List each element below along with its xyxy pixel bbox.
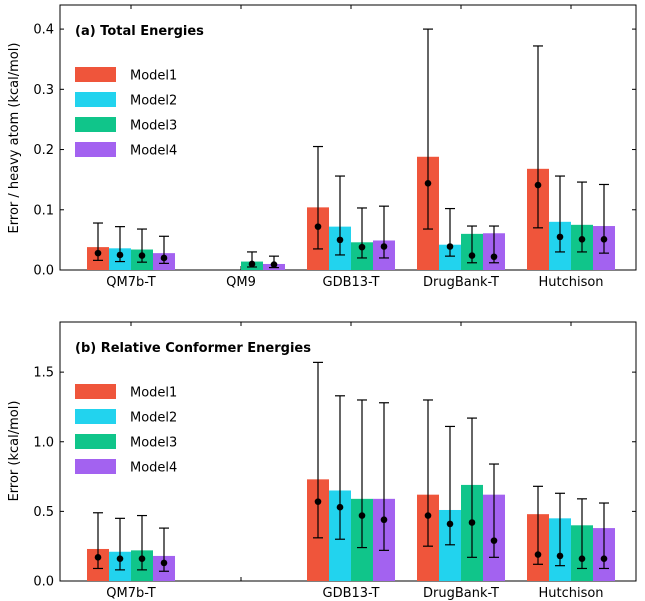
y-axis-title: Error / heavy atom (kcal/mol)	[7, 43, 22, 234]
median-marker	[600, 555, 608, 563]
median-marker	[468, 252, 476, 259]
y-tick-label: 0.2	[33, 143, 54, 158]
median-marker	[490, 537, 498, 544]
y-tick-label: 0.5	[33, 505, 54, 520]
bar	[439, 509, 461, 581]
legend-label: Model1	[130, 69, 177, 84]
median-marker	[116, 555, 124, 563]
x-category-label: Hutchison	[538, 586, 603, 601]
median-marker	[94, 249, 102, 257]
legend-swatch	[75, 434, 116, 449]
median-marker	[424, 512, 432, 519]
legend-swatch	[75, 459, 116, 474]
panel-title: (b) Relative Conformer Energies	[75, 341, 311, 356]
median-marker	[116, 251, 124, 259]
panel-title: (a) Total Energies	[75, 24, 204, 39]
median-marker	[270, 261, 278, 268]
x-category-label: QM7b-T	[106, 275, 155, 290]
median-marker	[446, 520, 454, 528]
median-marker	[358, 512, 366, 519]
legend-label: Model1	[130, 386, 177, 401]
median-marker	[336, 236, 344, 244]
legend-label: Model4	[130, 144, 177, 159]
median-marker	[578, 555, 586, 563]
chart-panel-a: 0.0 0.1 0.2 0.3 0.4 QM7b-T QM9 GDB13-T DrugBank-…	[7, 4, 637, 290]
legend-label: Model4	[130, 461, 177, 476]
median-marker	[578, 235, 586, 243]
median-marker	[138, 252, 146, 259]
median-marker	[314, 223, 322, 230]
x-category-label: GDB13-T	[323, 275, 380, 290]
median-marker	[138, 555, 146, 563]
y-tick-label: 1.5	[33, 366, 54, 381]
x-category-label: DrugBank-T	[423, 275, 499, 290]
legend-label: Model2	[130, 411, 177, 426]
y-tick-label: 0.1	[33, 203, 54, 218]
median-marker	[380, 516, 388, 524]
legend-label: Model3	[130, 119, 177, 134]
legend-label: Model2	[130, 94, 177, 109]
legend-label: Model3	[130, 436, 177, 451]
median-marker	[490, 253, 498, 261]
x-category-label: QM7b-T	[106, 586, 155, 601]
legend-swatch	[75, 92, 116, 107]
median-marker	[556, 233, 564, 241]
median-marker	[446, 243, 454, 250]
legend-swatch	[75, 67, 116, 82]
x-category-label: Hutchison	[538, 275, 603, 290]
median-marker	[358, 243, 366, 251]
x-category-label: GDB13-T	[323, 586, 380, 601]
x-category-label: QM9	[226, 275, 256, 290]
y-tick-label: 0.0	[33, 575, 54, 590]
median-marker	[94, 554, 102, 561]
median-marker	[534, 551, 542, 558]
median-marker	[248, 260, 256, 268]
median-marker	[380, 243, 388, 250]
y-tick-label: 1.0	[33, 435, 54, 450]
legend-swatch	[75, 409, 116, 424]
y-tick-label: 0.3	[33, 83, 54, 98]
median-marker	[336, 503, 344, 511]
median-marker	[160, 254, 168, 262]
chart-panel-b: 0.0 0.5 1.0 1.5 QM7b-T GDB13-T DrugBank-T Hutch…	[7, 321, 637, 601]
median-marker	[534, 181, 542, 189]
legend-swatch	[75, 384, 116, 399]
y-tick-label: 0.0	[33, 264, 54, 279]
median-marker	[556, 552, 564, 560]
y-axis-title: Error (kcal/mol)	[7, 401, 22, 502]
median-marker	[314, 498, 322, 505]
y-tick-label: 0.4	[33, 23, 54, 38]
bar	[439, 244, 461, 270]
median-marker	[424, 179, 432, 187]
legend-swatch	[75, 117, 116, 132]
median-marker	[600, 235, 608, 243]
median-marker	[468, 519, 476, 526]
legend-swatch	[75, 142, 116, 157]
median-marker	[160, 559, 168, 567]
x-category-label: DrugBank-T	[423, 586, 499, 601]
